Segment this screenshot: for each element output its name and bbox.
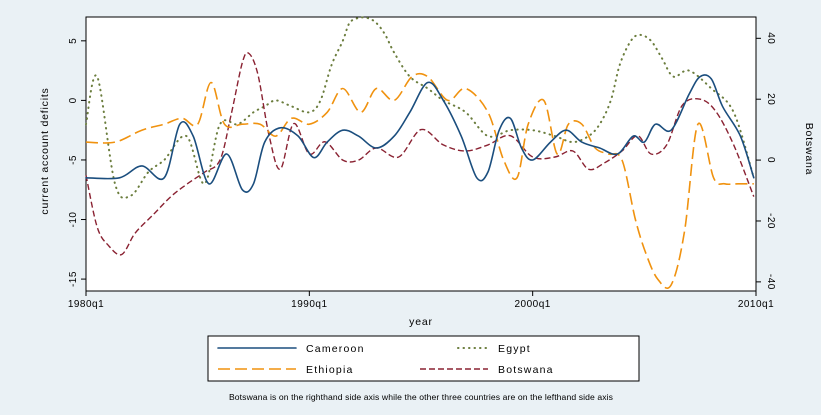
series-line-botswana xyxy=(85,51,755,256)
y-left-tick-label: -5 xyxy=(68,155,79,165)
y-left-tick-label: 5 xyxy=(68,38,79,44)
chart-note: Botswana is on the righthand side axis w… xyxy=(229,392,613,402)
y-right-tick-label: 40 xyxy=(765,32,776,44)
legend-label-ethiopia: Ethiopia xyxy=(306,364,354,376)
y-left-tick-label: 0 xyxy=(68,97,79,103)
x-tick-label: 1990q1 xyxy=(291,299,327,310)
legend-label-cameroon: Cameroon xyxy=(306,343,365,355)
y-axis-left-title: current account deficits xyxy=(39,87,51,214)
series-lines xyxy=(85,16,755,289)
y-left-tick-label: -10 xyxy=(68,212,79,228)
y-right-tick-label: 20 xyxy=(765,93,776,105)
plot-area xyxy=(85,16,757,292)
legend-label-egypt: Egypt xyxy=(498,343,531,355)
axis-labels: current account deficits Botswana year xyxy=(39,87,815,328)
y-right-tick-label: -20 xyxy=(765,213,776,229)
y-right-tick-label: 0 xyxy=(765,157,776,163)
x-axis-title: year xyxy=(409,316,433,328)
x-tick-label: 2010q1 xyxy=(738,299,774,310)
series-line-cameroon xyxy=(85,74,755,193)
legend-box xyxy=(207,335,640,382)
series-line-ethiopia xyxy=(85,72,754,289)
y-right-tick-label: -40 xyxy=(765,274,776,290)
y-axis-right-title: Botswana xyxy=(803,123,815,176)
x-tick-label: 2000q1 xyxy=(514,299,550,310)
x-tick-label: 1980q1 xyxy=(68,299,104,310)
legend-label-botswana: Botswana xyxy=(498,364,554,376)
legend: Cameroon Egypt Ethiopia Botswana xyxy=(207,335,640,382)
axes: 1980q1 1990q1 2000q1 2010q1 5 0 -5 -10 -15 40 20 0 -… xyxy=(68,32,776,310)
y-left-tick-label: -15 xyxy=(68,271,79,287)
